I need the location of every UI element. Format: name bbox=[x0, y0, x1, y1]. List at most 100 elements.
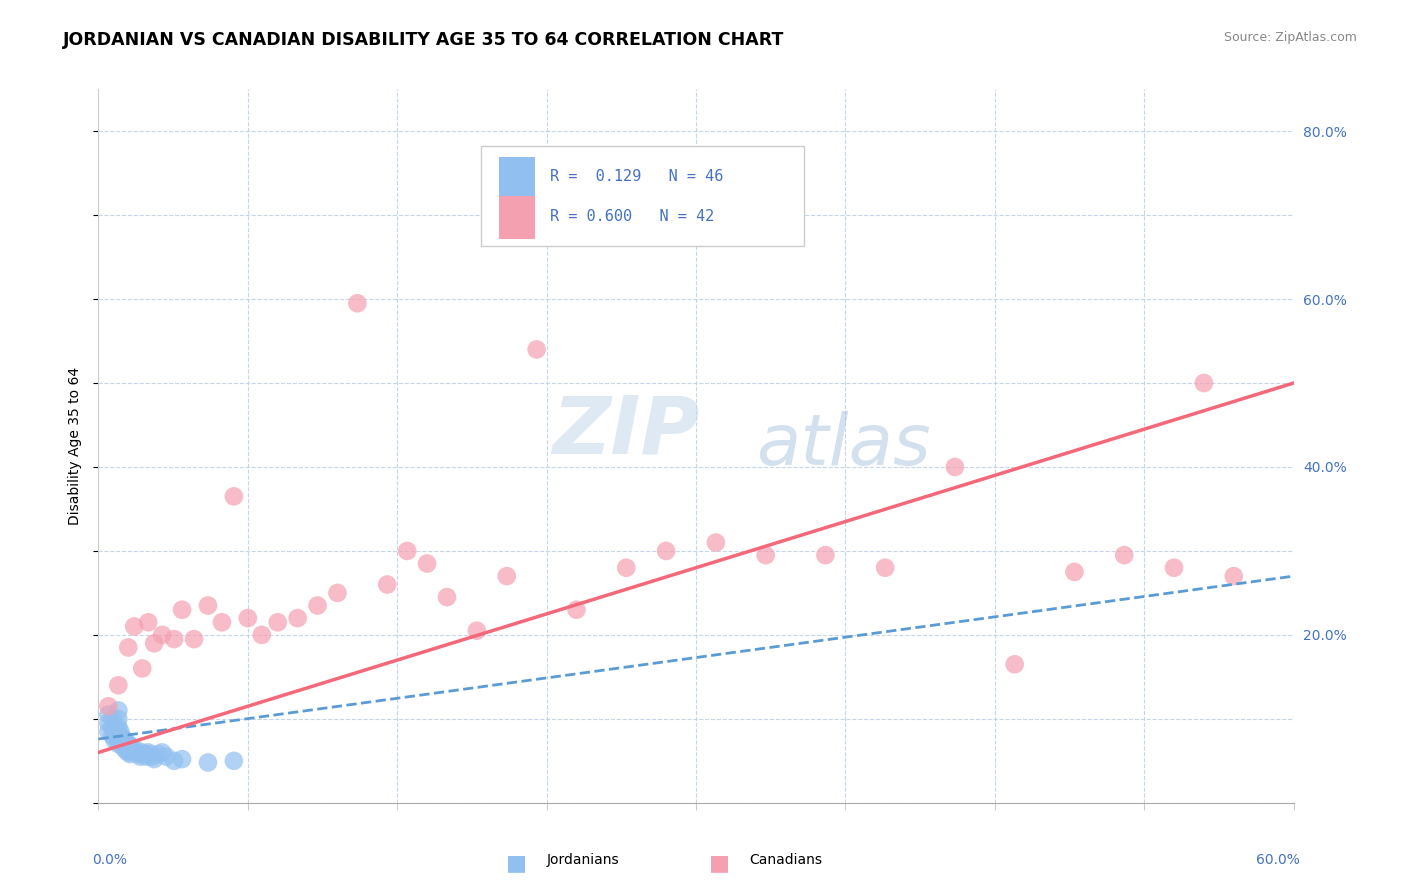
Point bbox=[143, 636, 166, 650]
Point bbox=[121, 744, 143, 758]
Point bbox=[755, 548, 778, 562]
Point bbox=[97, 716, 120, 731]
Point bbox=[148, 747, 170, 761]
Point bbox=[1063, 565, 1085, 579]
Point bbox=[197, 599, 219, 613]
Point bbox=[172, 603, 194, 617]
Point bbox=[107, 720, 129, 734]
Point bbox=[1004, 657, 1026, 672]
Point bbox=[211, 615, 233, 630]
Text: R =  0.129   N = 46: R = 0.129 N = 46 bbox=[550, 169, 724, 185]
Point bbox=[97, 707, 120, 722]
Point bbox=[222, 754, 245, 768]
Point bbox=[120, 739, 142, 753]
Point bbox=[163, 632, 186, 646]
Point bbox=[346, 296, 368, 310]
Point bbox=[565, 603, 588, 617]
Point bbox=[124, 741, 146, 756]
Point bbox=[101, 729, 124, 743]
Text: JORDANIAN VS CANADIAN DISABILITY AGE 35 TO 64 CORRELATION CHART: JORDANIAN VS CANADIAN DISABILITY AGE 35 … bbox=[63, 31, 785, 49]
Point bbox=[250, 628, 273, 642]
Point bbox=[183, 632, 205, 646]
Point bbox=[267, 615, 290, 630]
Point bbox=[614, 560, 637, 574]
Point bbox=[307, 599, 329, 613]
Point bbox=[107, 729, 129, 743]
Point bbox=[131, 661, 153, 675]
Point bbox=[875, 560, 897, 574]
Point bbox=[101, 720, 124, 734]
Text: ■: ■ bbox=[710, 853, 730, 872]
Point bbox=[127, 747, 149, 761]
Bar bbox=[499, 157, 534, 200]
Point bbox=[124, 619, 146, 633]
Point bbox=[814, 548, 837, 562]
Point bbox=[112, 732, 135, 747]
Point bbox=[287, 611, 309, 625]
Point bbox=[105, 731, 128, 745]
Point bbox=[97, 724, 120, 739]
Point bbox=[111, 731, 134, 745]
Point bbox=[125, 746, 148, 760]
Point bbox=[416, 557, 439, 571]
Point bbox=[107, 712, 129, 726]
Point bbox=[120, 747, 142, 761]
Point bbox=[172, 752, 194, 766]
Text: Canadians: Canadians bbox=[749, 853, 823, 867]
Y-axis label: Disability Age 35 to 64: Disability Age 35 to 64 bbox=[69, 367, 83, 525]
Point bbox=[105, 722, 128, 736]
Point bbox=[526, 343, 548, 357]
Point bbox=[111, 739, 134, 753]
Point bbox=[110, 724, 132, 739]
Point bbox=[1192, 376, 1215, 390]
Text: 60.0%: 60.0% bbox=[1256, 853, 1299, 867]
Point bbox=[396, 544, 419, 558]
Point bbox=[236, 611, 259, 625]
Point bbox=[103, 724, 125, 739]
Point bbox=[135, 749, 157, 764]
Point bbox=[115, 744, 138, 758]
Point bbox=[107, 678, 129, 692]
Point bbox=[495, 569, 517, 583]
Text: ZIP: ZIP bbox=[553, 392, 700, 471]
Point bbox=[117, 640, 139, 655]
Point bbox=[655, 544, 678, 558]
Point bbox=[436, 590, 458, 604]
Point bbox=[112, 741, 135, 756]
Point bbox=[1223, 569, 1246, 583]
Point bbox=[704, 535, 727, 549]
Point bbox=[139, 747, 162, 761]
Point bbox=[375, 577, 398, 591]
Point bbox=[222, 489, 245, 503]
Text: atlas: atlas bbox=[756, 411, 931, 481]
Point bbox=[326, 586, 349, 600]
Point bbox=[107, 737, 129, 751]
Point bbox=[131, 746, 153, 760]
Point bbox=[136, 615, 159, 630]
Point bbox=[1163, 560, 1185, 574]
Point bbox=[136, 746, 159, 760]
Point bbox=[155, 749, 177, 764]
Point bbox=[150, 628, 173, 642]
Point bbox=[117, 746, 139, 760]
Point bbox=[465, 624, 488, 638]
Point bbox=[117, 737, 139, 751]
Point bbox=[115, 735, 138, 749]
FancyBboxPatch shape bbox=[481, 146, 804, 246]
Text: Source: ZipAtlas.com: Source: ZipAtlas.com bbox=[1223, 31, 1357, 45]
Point bbox=[110, 732, 132, 747]
Point bbox=[97, 699, 120, 714]
Bar bbox=[499, 196, 534, 239]
Point bbox=[129, 749, 152, 764]
Point bbox=[103, 732, 125, 747]
Text: R = 0.600   N = 42: R = 0.600 N = 42 bbox=[550, 209, 714, 224]
Point bbox=[134, 747, 156, 761]
Text: ■: ■ bbox=[506, 853, 527, 872]
Text: 0.0%: 0.0% bbox=[93, 853, 128, 867]
Point bbox=[197, 756, 219, 770]
Text: Jordanians: Jordanians bbox=[547, 853, 619, 867]
Point bbox=[943, 460, 966, 475]
Point bbox=[141, 749, 163, 764]
Point bbox=[107, 703, 129, 717]
Point bbox=[143, 752, 166, 766]
